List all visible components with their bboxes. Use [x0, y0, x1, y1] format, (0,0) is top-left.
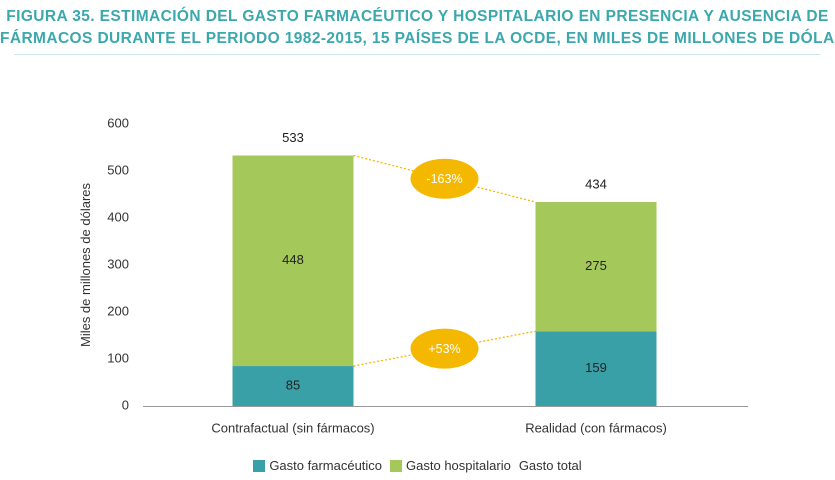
legend-label-hospital: Gasto hospitalario	[406, 458, 511, 473]
value-label-hospital-1: 275	[585, 258, 607, 273]
y-tick-label-3: 300	[107, 256, 129, 271]
y-tick-label-1: 100	[107, 350, 129, 365]
y-axis-label: Miles de millones de dólares	[78, 182, 93, 347]
change-badge-label-hospital: -163%	[426, 172, 462, 186]
bar-pharma-1	[535, 331, 657, 406]
value-label-hospital-0: 448	[282, 252, 304, 267]
value-label-total-0: 533	[282, 130, 304, 145]
legend-label-pharma: Gasto farmacéutico	[269, 458, 383, 473]
legend-swatch-pharma	[253, 459, 266, 472]
title-line-2: FÁRMACOS DURANTE EL PERIODO 1982-2015, 1…	[0, 30, 835, 47]
change-badge-label-pharma: +53%	[428, 342, 460, 356]
change-badge-pharma	[410, 328, 479, 369]
value-label-total-1: 434	[585, 176, 607, 191]
title-divider	[14, 54, 820, 55]
x-category-label-0: Contrafactual (sin fármacos)	[211, 420, 374, 435]
legend-swatch-hospital	[390, 459, 403, 472]
y-tick-label-6: 600	[107, 115, 129, 130]
title-line-1: FIGURA 35. ESTIMACIÓN DEL GASTO FARMACÉU…	[6, 8, 829, 25]
bar-pharma-0	[232, 366, 354, 406]
y-tick-label-4: 400	[107, 209, 129, 224]
y-tick-label-5: 500	[107, 162, 129, 177]
value-label-pharma-1: 159	[585, 360, 607, 375]
bar-hospital-0	[232, 155, 354, 367]
bar-hospital-1	[535, 202, 657, 332]
chart-title: FIGURA 35. ESTIMACIÓN DEL GASTO FARMACÉU…	[0, 6, 835, 50]
y-tick-label-2: 200	[107, 303, 129, 318]
x-category-label-1: Realidad (con fármacos)	[525, 420, 667, 435]
value-label-pharma-0: 85	[286, 377, 300, 392]
legend-item-pharma: Gasto farmacéutico	[253, 458, 382, 473]
change-badge-hospital	[410, 158, 479, 199]
stacked-bar-chart: 0 100 200 300 400 500 600 Miles de millones de …	[78, 115, 748, 435]
y-tick-label-0: 0	[122, 397, 129, 412]
chart-legend: Gasto farmacéutico Gasto hospitalario Ga…	[0, 458, 835, 473]
legend-label-total: Gasto total	[518, 458, 582, 473]
legend-item-total: Gasto total	[519, 458, 582, 473]
legend-item-hospital: Gasto hospitalario	[390, 458, 511, 473]
